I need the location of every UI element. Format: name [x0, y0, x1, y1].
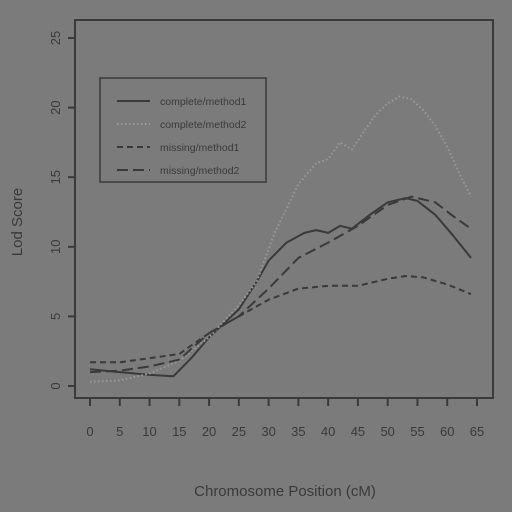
y-tick-label: 10 — [48, 240, 63, 254]
x-tick-label: 15 — [172, 424, 186, 439]
x-axis-title: Chromosome Position (cM) — [194, 483, 376, 500]
series-line-3 — [90, 275, 472, 364]
x-tick-label: 65 — [470, 424, 484, 439]
x-tick-label: 30 — [261, 424, 275, 439]
legend-label-3: missing/method1 — [160, 142, 240, 154]
x-tick-label: 20 — [202, 424, 216, 439]
legend-box — [99, 77, 267, 183]
x-tick-label: 60 — [440, 424, 454, 439]
legend-label-2: complete/method2 — [160, 119, 247, 131]
series-layer — [89, 95, 472, 383]
x-tick-label: 25 — [232, 424, 246, 439]
y-tick-label: 25 — [48, 31, 63, 45]
series-line-2 — [89, 95, 472, 383]
plot-frame — [74, 19, 494, 399]
x-tick-label: 50 — [380, 424, 394, 439]
series-line-1 — [89, 197, 472, 378]
x-tick-label: 0 — [86, 424, 93, 439]
x-axis: 0 5 10 15 20 25 30 35 40 45 50 55 60 65 — [86, 398, 484, 439]
y-tick-label: 20 — [48, 100, 63, 114]
x-tick-label: 55 — [410, 424, 424, 439]
x-tick-label: 45 — [351, 424, 365, 439]
y-tick-label: 5 — [48, 313, 63, 320]
y-axis: 0 5 10 15 20 25 — [48, 31, 75, 390]
x-tick-label: 40 — [321, 424, 335, 439]
y-tick-label: 0 — [48, 382, 63, 389]
x-tick-label: 5 — [116, 424, 123, 439]
legend: complete/method1 complete/method2 missing/… — [99, 77, 267, 183]
y-axis-title: Lod Score — [9, 188, 26, 256]
x-tick-label: 35 — [291, 424, 305, 439]
y-tick-label: 15 — [48, 170, 63, 184]
legend-label-1: complete/method1 — [160, 96, 247, 108]
x-tick-label: 10 — [142, 424, 156, 439]
legend-label-4: missing/method2 — [160, 165, 240, 177]
series-line-4 — [89, 195, 472, 374]
